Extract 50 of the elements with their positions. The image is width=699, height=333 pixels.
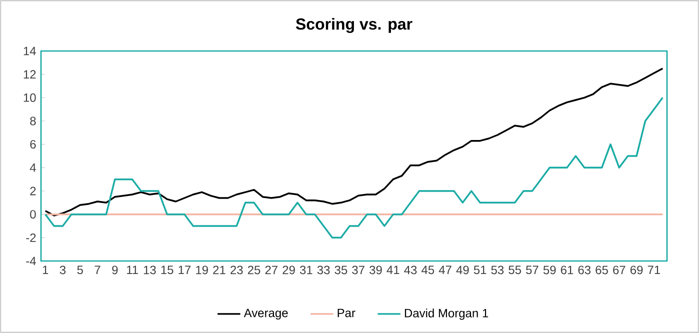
- x-tick-label: 11: [126, 266, 138, 274]
- x-tick-label: 35: [334, 266, 348, 274]
- x-tick-label: 33: [317, 266, 330, 274]
- x-tick-label: 59: [543, 266, 556, 274]
- x-tick-label: 25: [248, 266, 260, 274]
- y-tick-label: 8: [30, 116, 36, 126]
- x-tick-label: 55: [508, 266, 522, 274]
- x-tick-label: 43: [404, 266, 417, 274]
- x-tick-label: 3: [60, 266, 66, 274]
- legend-label: Average: [244, 308, 288, 320]
- x-tick-label: 23: [230, 266, 243, 274]
- x-tick-label: 53: [491, 266, 504, 274]
- x-tick-label: 71: [648, 266, 660, 274]
- y-tick-label: 2: [30, 186, 36, 196]
- y-tick-label: -2: [26, 233, 36, 242]
- y-tick-label: 6: [30, 140, 36, 149]
- x-tick-label: 21: [213, 266, 226, 274]
- x-tick-label: 61: [560, 266, 574, 274]
- x-tick-label: 47: [438, 266, 452, 274]
- x-tick-label: 17: [178, 266, 191, 274]
- x-tick-label: 5: [77, 266, 83, 274]
- y-tick-label: 14: [24, 46, 36, 56]
- x-tick-label: 1: [42, 266, 48, 274]
- x-tick-label: 65: [596, 266, 608, 274]
- x-tick-label: 27: [265, 266, 278, 274]
- x-tick-label: 57: [526, 266, 538, 274]
- x-tick-label: 37: [352, 266, 364, 274]
- y-tick-label: -4: [26, 256, 36, 266]
- x-tick-label: 7: [94, 266, 100, 274]
- x-tick-label: 39: [370, 266, 382, 274]
- x-tick-label: 13: [144, 266, 156, 274]
- y-tick-label: 4: [30, 164, 36, 172]
- legend-label: Par: [338, 308, 356, 318]
- x-tick-label: 63: [578, 266, 591, 274]
- y-tick-label: 0: [30, 210, 36, 219]
- x-tick-label: 69: [630, 266, 643, 274]
- x-tick-label: 31: [300, 266, 312, 274]
- x-tick-label: 19: [196, 266, 208, 274]
- x-tick-label: 15: [161, 266, 174, 274]
- x-tick-label: 49: [456, 266, 469, 274]
- x-tick-label: 67: [613, 266, 626, 274]
- y-tick-label: 12: [24, 70, 36, 79]
- x-tick-label: 29: [282, 266, 295, 274]
- x-tick-label: 45: [422, 266, 434, 274]
- x-tick-label: 41: [386, 266, 400, 274]
- y-tick-label: 10: [24, 93, 36, 102]
- chart-title: Scoring vs. par: [296, 18, 412, 33]
- x-tick-label: 51: [474, 266, 486, 274]
- x-tick-label: 9: [112, 266, 118, 274]
- legend-label: David Morgan 1: [404, 308, 488, 320]
